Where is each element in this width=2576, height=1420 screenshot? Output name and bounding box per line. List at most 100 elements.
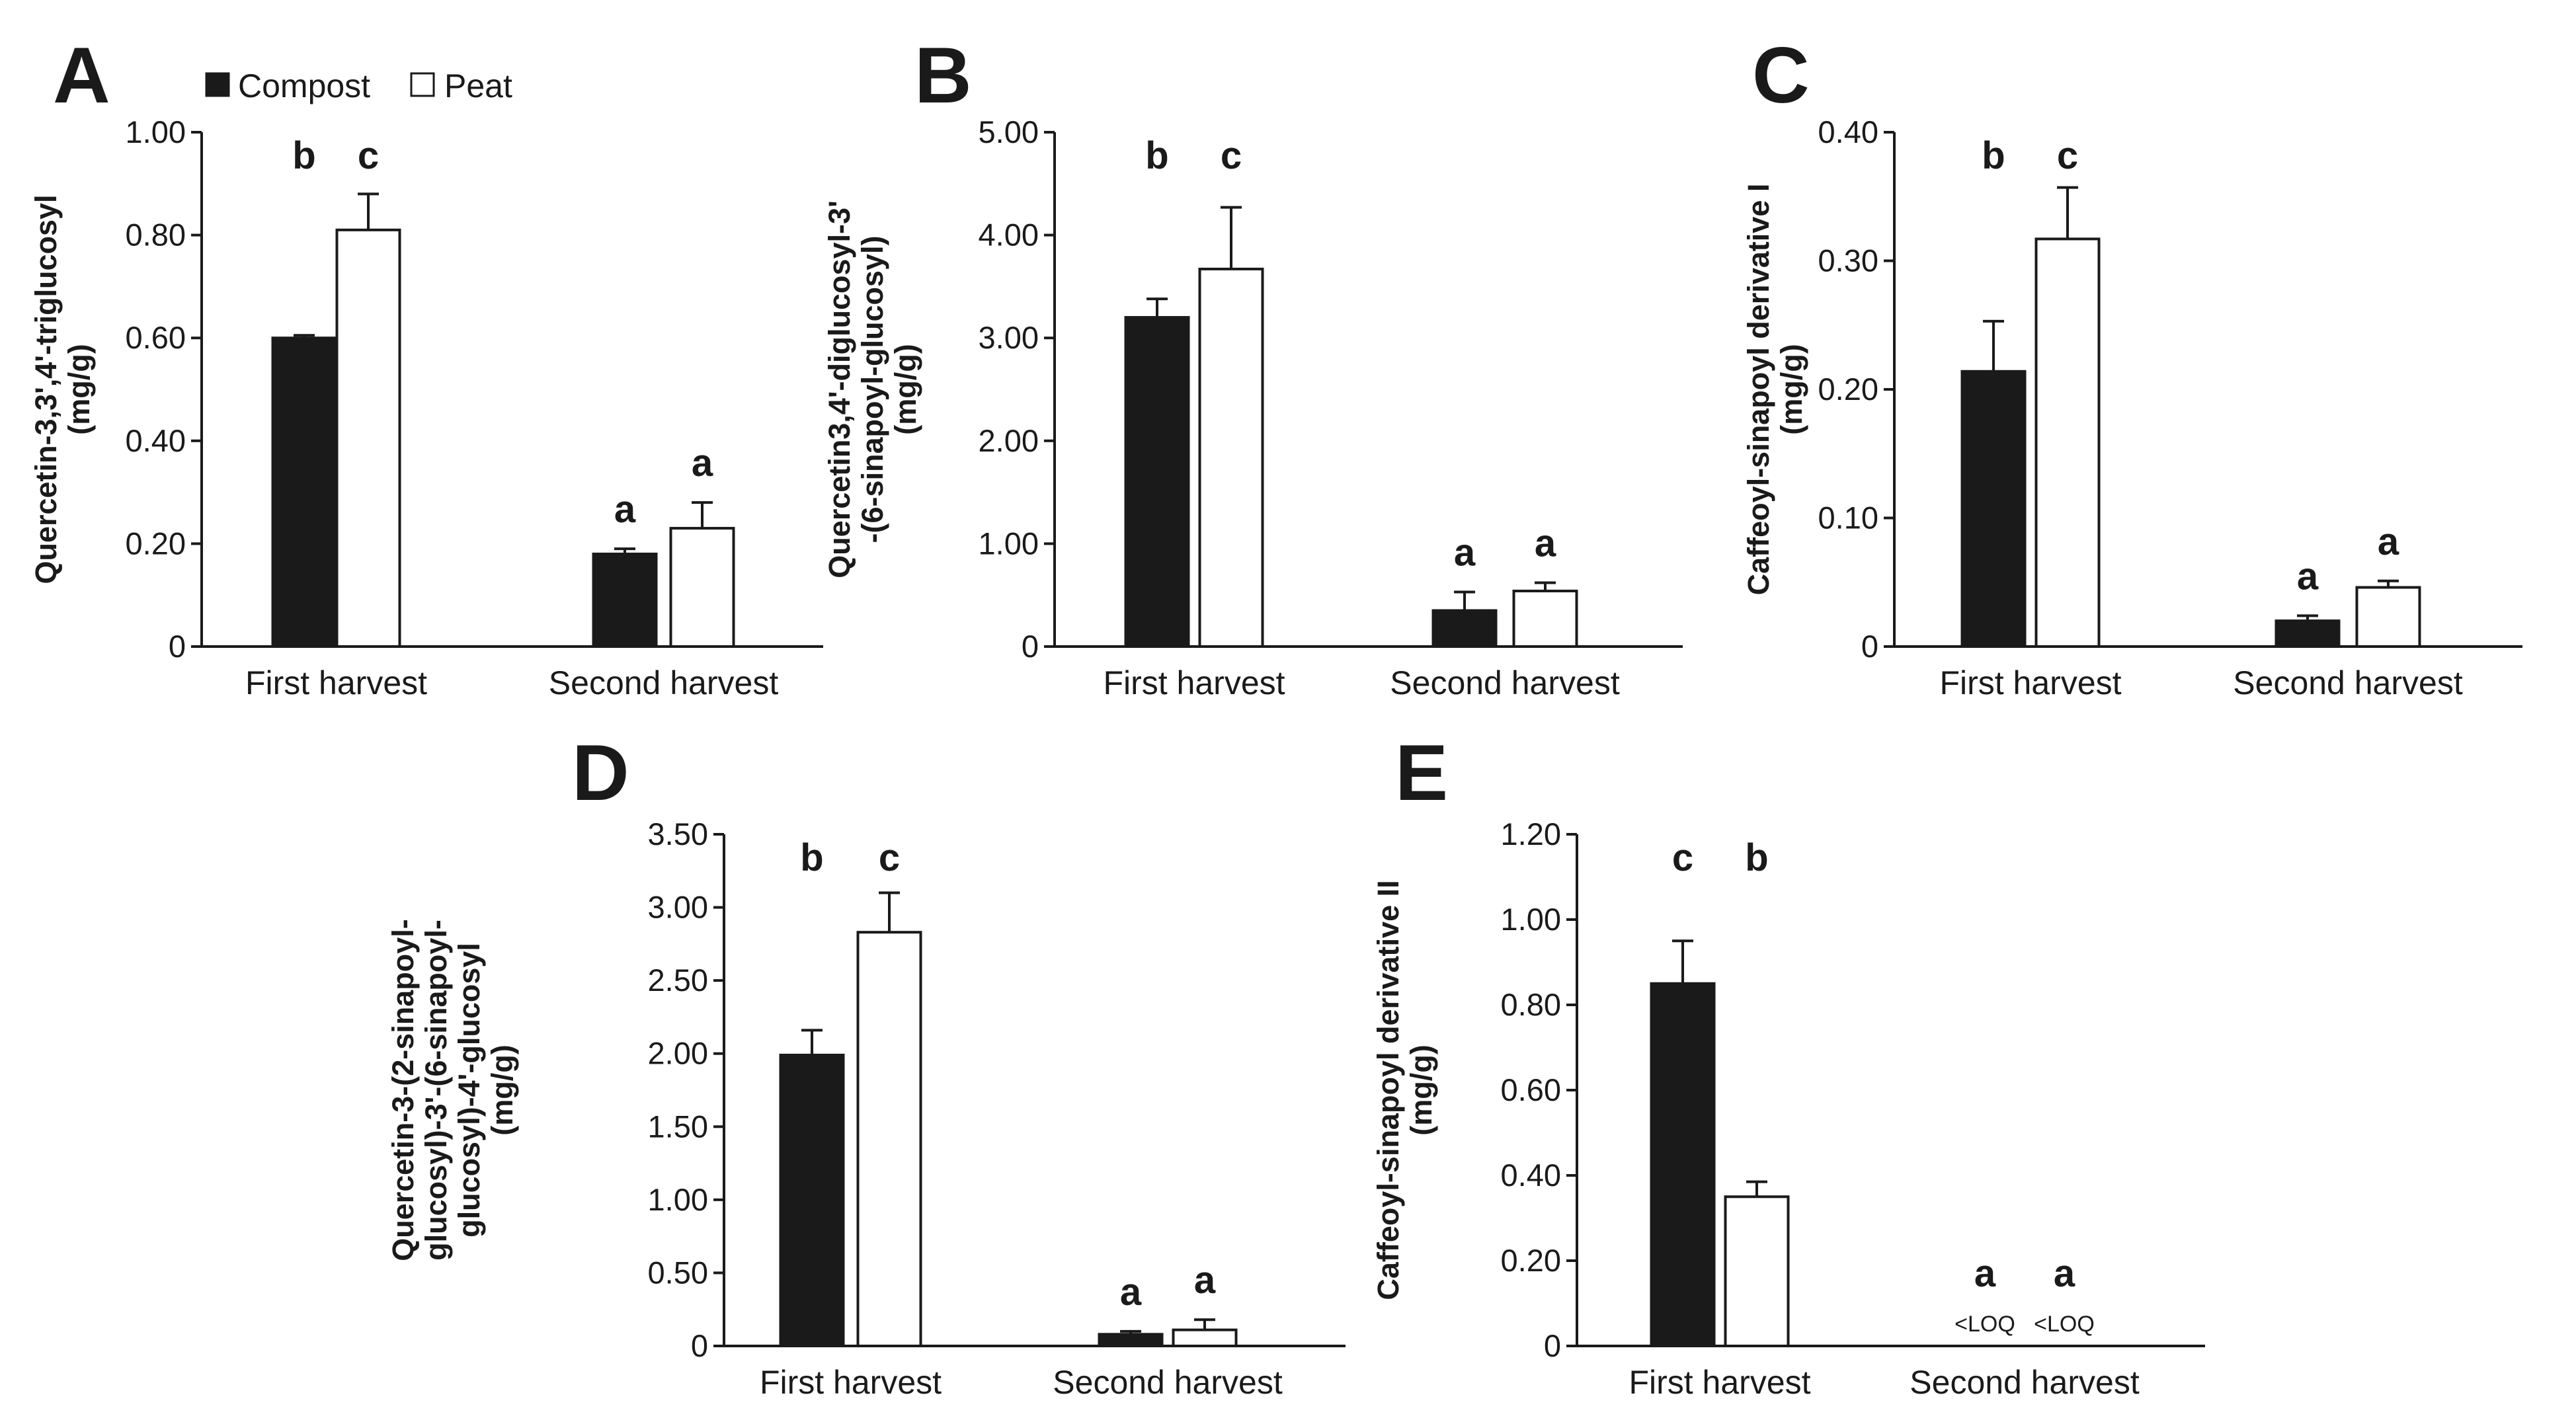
panel-d-error-bar-compost	[1120, 1329, 1141, 1335]
panel-e-category-label: First harvest	[1629, 1364, 1810, 1401]
panel-c-error-bar-peat	[2057, 186, 2078, 239]
panel-d-bar-compost	[1098, 1333, 1164, 1348]
panel-b-ytick-label: 1.00	[979, 526, 1039, 561]
panel-d-ytick-label: 0.50	[648, 1255, 708, 1290]
panel-d-ytick-label: 1.50	[648, 1109, 708, 1144]
panel-b-significance-letter: b	[1145, 134, 1168, 177]
panel-a-ytick-label: 0.20	[126, 526, 186, 561]
panel-b-significance-letter: a	[1535, 522, 1556, 565]
panel-a-bar-compost	[592, 552, 658, 649]
panel-a-significance-letter: c	[358, 134, 379, 177]
panel-a-y-title: Quercetin-3,3',4'-triglucosyl(mg/g)	[29, 194, 96, 584]
panel-e-significance-letter: c	[1672, 836, 1693, 879]
panel-d-significance-letter: a	[1120, 1271, 1142, 1314]
panel-a-y-title-line: (mg/g)	[62, 344, 96, 434]
panel-b: B 0 1.00 2.00 3.00 4.00 5.00 Quercetin3,4'-digl…	[823, 31, 1683, 701]
panel-a-significance-letter: a	[692, 442, 713, 485]
panel-d-y-title-line: glucosyl)-4'-glucosyl	[452, 943, 486, 1238]
panel-d-category-label: Second harvest	[1053, 1364, 1283, 1401]
panel-a-ytick-label: 0.40	[126, 423, 186, 458]
panel-a: A 0 0.20 0.40 0.60 0.80 1.00 Quercetin-3,3',4'-…	[29, 31, 823, 701]
panel-d-error-bar-peat	[879, 891, 900, 933]
panel-d-letter: D	[572, 729, 629, 817]
panel-a-significance-letter: a	[614, 488, 636, 531]
panel-d-ytick-label: 1.00	[648, 1182, 708, 1217]
panel-b-error-bar-peat	[1221, 206, 1242, 269]
panel-c-error-bar-peat	[2378, 579, 2399, 588]
panel-d-y-title: Quercetin-3-(2-sinapoyl-glucosyl)-3'-(6-…	[386, 919, 519, 1261]
panel-c-bar-compost	[1960, 370, 2027, 649]
panel-d-ytick-label: 3.50	[648, 816, 708, 851]
panel-c-ytick-label: 0.30	[1818, 243, 1878, 278]
panel-d-y-title-line: (mg/g)	[485, 1045, 519, 1135]
panel-e-significance-letter: a	[2054, 1252, 2075, 1295]
legend-peat-swatch	[410, 72, 435, 97]
panel-e: E 0 0.20 0.40 0.60 0.80 1.00 1.20 Caffeoyl-sinap…	[1371, 729, 2205, 1401]
panel-b-bar-compost	[1431, 609, 1498, 648]
panel-b-ytick-label: 0	[1022, 629, 1039, 664]
panel-e-y-title: Caffeoyl-sinapoyl derivative II(mg/g)	[1371, 880, 1438, 1300]
panel-e-significance-letter: a	[1974, 1252, 1996, 1295]
panel-a-error-bar-peat	[692, 501, 713, 529]
panel-c-letter: C	[1752, 31, 1810, 120]
panel-c-error-bar-compost	[2297, 614, 2318, 621]
panel-c-significance-letter: b	[1982, 134, 2005, 177]
panel-e-error-bar-compost	[1672, 939, 1693, 984]
panel-b-error-bar-compost	[1454, 590, 1475, 611]
panel-d-bar-peat	[856, 931, 922, 1348]
panel-e-bar-compost	[1650, 982, 1716, 1347]
panel-b-ytick-label: 5.00	[979, 114, 1039, 149]
panel-e-ytick-label: 0	[1544, 1328, 1561, 1363]
panel-e-error-bar-peat	[1746, 1180, 1767, 1197]
panel-a-category-label: Second harvest	[549, 664, 779, 701]
panel-d-y-title-line: glucosyl)-3'-(6-sinapoyl-	[419, 920, 453, 1261]
panel-e-y-title-line: Caffeoyl-sinapoyl derivative II	[1371, 880, 1405, 1300]
legend-compost-label: Compost	[238, 67, 370, 104]
panel-c-y-title: Caffeoyl-sinapoyl derivative I(mg/g)	[1742, 184, 1808, 596]
panel-c-bar-compost	[2274, 619, 2341, 648]
panel-a-ytick-label: 0	[169, 629, 186, 664]
panel-a-error-bar-peat	[358, 192, 379, 230]
panel-b-category-label: First harvest	[1103, 664, 1285, 701]
panel-d: D 0 0.50 1.00 1.50 2.00 2.50 3.00 3.50 Quercetin-…	[386, 729, 1346, 1401]
panel-b-y-title-line: Quercetin3,4'-diglucosyl-3'	[823, 200, 856, 578]
panel-e-ytick-label: 0.60	[1501, 1072, 1561, 1107]
panel-d-ytick-label: 2.00	[648, 1036, 708, 1071]
panel-c-ytick-label: 0.40	[1818, 114, 1878, 149]
panel-d-significance-letter: a	[1194, 1259, 1216, 1302]
panel-d-ytick-label: 3.00	[648, 890, 708, 925]
panel-e-category-label: Second harvest	[1910, 1364, 2140, 1401]
panel-c-significance-letter: a	[2378, 520, 2399, 563]
panel-a-y-title-line: Quercetin-3,3',4'-triglucosyl	[29, 194, 63, 584]
panel-c: C 0 0.10 0.20 0.30 0.40 Caffeoyl-sinapoyl deri…	[1742, 31, 2522, 701]
panel-c-significance-letter: a	[2297, 555, 2319, 598]
panel-d-ytick-label: 0	[691, 1328, 708, 1363]
panel-a-ytick-label: 0.60	[126, 320, 186, 355]
panel-e-letter: E	[1395, 729, 1448, 817]
panel-b-y-title-line: -(6-sinapoyl-glucosyl)	[856, 235, 889, 543]
panel-c-bar-peat	[2355, 586, 2421, 649]
panel-a-ytick-label: 1.00	[126, 114, 186, 149]
panel-d-category-label: First harvest	[760, 1364, 942, 1401]
panel-e-ytick-label: 0.20	[1501, 1243, 1561, 1278]
panel-b-y-title: Quercetin3,4'-diglucosyl-3'-(6-sinapoyl-…	[823, 200, 922, 578]
panel-b-y-title-line: (mg/g)	[889, 344, 922, 434]
panel-d-error-bar-peat	[1194, 1318, 1215, 1330]
panel-b-error-bar-peat	[1535, 581, 1556, 591]
panel-a-significance-letter: b	[292, 134, 315, 177]
panel-e-ytick-label: 0.80	[1501, 987, 1561, 1022]
panel-a-bar-peat	[669, 527, 735, 648]
panel-b-bar-peat	[1512, 589, 1578, 649]
panel-e-significance-letter: b	[1745, 836, 1768, 879]
panel-b-letter: B	[914, 31, 972, 120]
chart-panels: A 0 0.20 0.40 0.60 0.80 1.00 Quercetin-3,3',4'-…	[29, 31, 2522, 1401]
panel-a-error-bar-compost	[614, 547, 635, 554]
panel-b-bar-compost	[1124, 316, 1190, 648]
panel-b-ytick-label: 3.00	[979, 320, 1039, 355]
panel-b-ytick-label: 2.00	[979, 423, 1039, 458]
panel-c-ytick-label: 0	[1861, 629, 1878, 664]
panel-c-y-title-line: (mg/g)	[1775, 344, 1808, 434]
panel-c-y-title-line: Caffeoyl-sinapoyl derivative I	[1742, 184, 1775, 596]
panel-c-error-bar-compost	[1983, 319, 2004, 372]
panel-c-bar-peat	[2034, 237, 2101, 648]
